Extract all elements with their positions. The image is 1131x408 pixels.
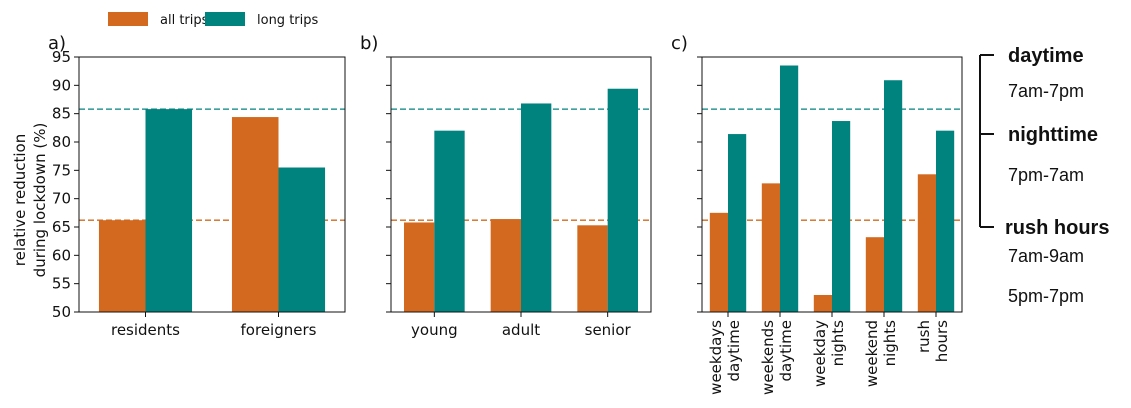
y-tick-label-80: 80 — [52, 133, 71, 151]
x-tick-label-rush-hours-line-1: rush — [915, 320, 933, 353]
axes-frame — [701, 56, 963, 313]
bar-long-trips-weekend-nights — [884, 80, 903, 312]
bar-all-trips-weekday-nights — [813, 295, 832, 312]
x-tick-label-weekends-daytime-line-2: daytime — [777, 320, 795, 381]
x-tick-label-weekdays-daytime-line-2: daytime — [725, 320, 743, 381]
axes-frame — [390, 56, 652, 313]
legend-label-long-trips: long trips — [257, 13, 318, 28]
bar-all-trips-residents — [98, 220, 146, 312]
panel-b: young adult senior b) — [360, 33, 652, 339]
panel-a: residents foreigners 50 55 60 65 70 75 80 85 90 95a… — [48, 33, 346, 339]
legend-swatch-all-trips — [108, 12, 148, 26]
key-nighttime-label: nighttime — [1008, 124, 1098, 146]
x-tick-label-senior: senior — [585, 321, 632, 339]
bar-all-trips-weekends-daytime — [761, 183, 780, 312]
x-tick-label-foreigners: foreigners — [241, 321, 317, 339]
y-tick-label-95: 95 — [52, 48, 71, 66]
panel-c: weekdays daytime weekends daytime weekday nig… — [671, 33, 963, 395]
key-daytime-label: daytime — [1008, 45, 1084, 67]
bar-long-trips-rush-hours — [936, 130, 955, 312]
axes-frame — [78, 56, 346, 313]
panel-label: b) — [360, 33, 378, 54]
x-tick-label-residents: residents — [111, 321, 180, 339]
y-tick-label-50: 50 — [52, 303, 71, 321]
y-tick-label-65: 65 — [52, 218, 71, 236]
bar-all-trips-adult — [490, 219, 521, 312]
bar-long-trips-adult — [521, 103, 552, 312]
y-axis-label-line-1: relative reduction — [11, 134, 29, 266]
x-tick-label-rush-hours-line-2: hours — [933, 320, 951, 362]
y-tick-label-70: 70 — [52, 190, 71, 208]
bar-all-trips-foreigners — [231, 117, 279, 312]
y-tick-label-90: 90 — [52, 76, 71, 94]
x-tick-label-weekdays-daytime-line-1: weekdays — [707, 320, 725, 395]
bar-all-trips-rush-hours — [917, 174, 936, 312]
x-tick-label-young: young — [411, 321, 458, 339]
x-tick-label-weekday-nights-line-2: nights — [829, 320, 847, 367]
y-tick-label-60: 60 — [52, 246, 71, 264]
key-daytime-hours: 7am-7pm — [1008, 81, 1084, 101]
bar-long-trips-weekday-nights — [832, 121, 851, 313]
panel-label: c) — [671, 33, 688, 54]
bar-all-trips-young — [404, 222, 435, 312]
bar-long-trips-young — [434, 130, 465, 312]
y-tick-label-75: 75 — [52, 161, 71, 179]
y-tick-label-55: 55 — [52, 275, 71, 293]
legend-label-all-trips: all trips — [160, 13, 209, 28]
key-rush-hours-window-1: 7am-9am — [1008, 246, 1084, 266]
x-tick-label-weekends-daytime-line-1: weekends — [759, 320, 777, 395]
y-tick-label-85: 85 — [52, 105, 71, 123]
legend-swatch-long-trips — [205, 12, 245, 26]
bar-long-trips-weekends-daytime — [780, 65, 799, 312]
y-axis-label-line-2: during lockdown (%) — [31, 123, 49, 278]
key-rush-hours-label: rush hours — [1005, 217, 1109, 239]
bar-all-trips-weekdays-daytime — [709, 212, 728, 312]
bar-long-trips-senior — [607, 88, 638, 312]
x-tick-label-weekday-nights-line-1: weekday — [811, 320, 829, 387]
x-tick-label-adult: adult — [502, 321, 540, 339]
key-nighttime-hours: 7pm-7am — [1008, 165, 1084, 185]
bar-long-trips-foreigners — [278, 167, 326, 312]
bar-all-trips-senior — [577, 225, 608, 312]
legend: all trips long trips — [108, 12, 318, 28]
bar-long-trips-weekdays-daytime — [728, 134, 747, 312]
key-rush-hours-window-2: 5pm-7pm — [1008, 286, 1084, 306]
bar-long-trips-residents — [145, 109, 193, 312]
bar-all-trips-weekend-nights — [865, 237, 884, 312]
x-tick-label-weekend-nights-line-1: weekend — [863, 320, 881, 387]
panel-label: a) — [48, 33, 66, 54]
time-window-key: daytime 7am-7pm nighttime 7pm-7am rush h… — [979, 45, 1109, 306]
x-tick-label-weekend-nights-line-2: nights — [881, 320, 899, 367]
